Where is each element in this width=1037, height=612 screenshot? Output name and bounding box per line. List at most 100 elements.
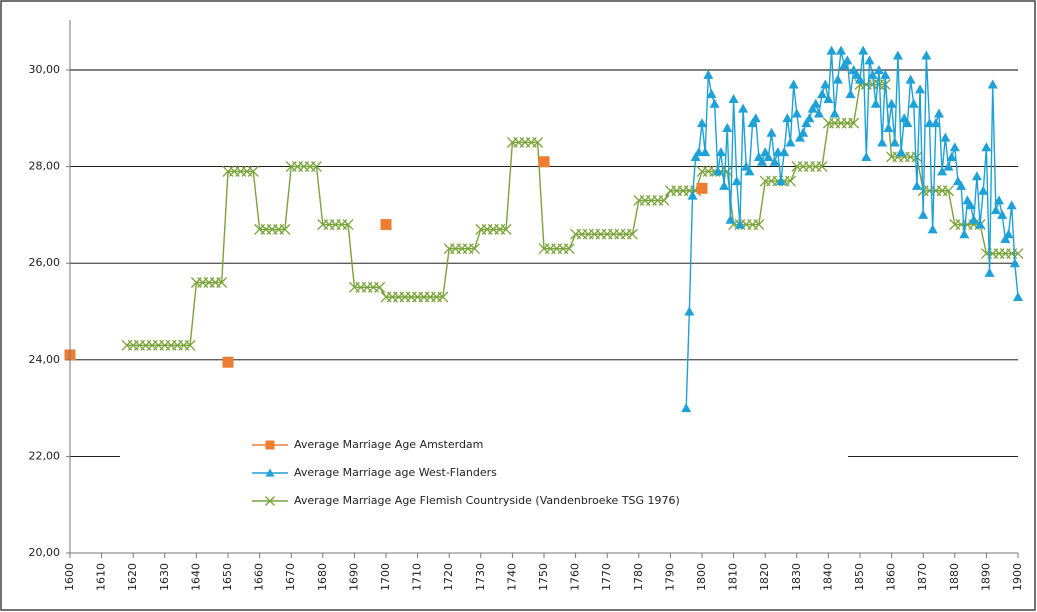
marker-triangle bbox=[867, 69, 878, 79]
marker-triangle bbox=[836, 45, 847, 55]
marker-square bbox=[538, 156, 550, 168]
marker-triangle bbox=[990, 205, 1001, 215]
marker-triangle bbox=[804, 113, 815, 123]
marker-triangle bbox=[684, 306, 695, 316]
marker-triangle bbox=[700, 147, 711, 157]
marker-triangle bbox=[975, 219, 986, 229]
marker-x bbox=[265, 496, 275, 506]
marker-triangle bbox=[889, 137, 900, 147]
y-tick-label: 24,00 bbox=[29, 353, 61, 366]
marker-square bbox=[696, 182, 708, 194]
marker-triangle bbox=[801, 118, 812, 128]
x-tick-label: 1660 bbox=[253, 563, 266, 591]
marker-x bbox=[279, 223, 291, 235]
axes-layer: 20,00 22,00 24,00 26,00 28,00 30,00 1600 1610 16… bbox=[29, 20, 1024, 591]
marker-triangle bbox=[861, 151, 872, 161]
marker-triangle bbox=[738, 103, 749, 113]
x-tick-label: 1610 bbox=[95, 563, 108, 591]
marker-x bbox=[437, 291, 449, 303]
marker-triangle bbox=[968, 214, 979, 224]
marker-x bbox=[342, 219, 354, 231]
marker-triangle bbox=[265, 468, 275, 477]
marker-triangle bbox=[978, 185, 989, 195]
marker-x bbox=[184, 339, 196, 351]
marker-triangle bbox=[915, 84, 926, 94]
x-tick-label: 1690 bbox=[347, 563, 360, 591]
marker-triangle bbox=[715, 147, 726, 157]
marker-x bbox=[721, 165, 733, 177]
y-tick-label: 30,00 bbox=[29, 63, 61, 76]
x-tick-label: 1720 bbox=[442, 563, 455, 591]
legend-label: Average Marriage Age Flemish Countryside… bbox=[294, 494, 680, 507]
marker-triangle bbox=[731, 176, 742, 186]
marker-x bbox=[753, 219, 765, 231]
marker-triangle bbox=[719, 180, 730, 190]
marker-triangle bbox=[927, 224, 938, 234]
marker-triangle bbox=[965, 200, 976, 210]
y-tick-label: 20,00 bbox=[29, 546, 61, 559]
x-tick-label: 1650 bbox=[221, 563, 234, 591]
marker-triangle bbox=[810, 98, 821, 108]
marker-x bbox=[658, 194, 670, 206]
marker-triangle bbox=[949, 142, 960, 152]
marker-triangle bbox=[709, 98, 720, 108]
marker-triangle bbox=[744, 166, 755, 176]
marker-triangle bbox=[934, 108, 944, 118]
marker-triangle bbox=[757, 156, 768, 166]
marker-triangle bbox=[1003, 229, 1014, 239]
marker-triangle bbox=[798, 127, 809, 137]
legend-layer: Average Marriage Age Amsterdam Average Ma… bbox=[120, 430, 848, 530]
x-tick-label: 1680 bbox=[316, 563, 329, 591]
marker-square bbox=[380, 219, 392, 231]
marker-triangle bbox=[779, 147, 790, 157]
x-tick-label: 1630 bbox=[158, 563, 171, 591]
marker-x bbox=[532, 136, 544, 148]
x-tick-label: 1790 bbox=[663, 563, 676, 591]
marker-x bbox=[911, 151, 923, 163]
marker-triangle bbox=[794, 132, 805, 142]
marker-triangle bbox=[959, 229, 970, 239]
marker-x bbox=[785, 175, 796, 187]
marker-triangle bbox=[712, 166, 723, 176]
marker-triangle bbox=[823, 93, 834, 103]
marker-triangle bbox=[858, 45, 869, 55]
marker-triangle bbox=[905, 74, 916, 84]
marker-triangle bbox=[918, 209, 929, 219]
marker-triangle bbox=[785, 137, 796, 147]
marker-triangle bbox=[940, 132, 951, 142]
x-tick-label: 1900 bbox=[1011, 563, 1024, 591]
marker-triangle bbox=[864, 55, 875, 65]
x-tick-label: 1850 bbox=[853, 563, 866, 591]
marker-triangle bbox=[763, 151, 774, 161]
marker-triangle bbox=[807, 103, 818, 113]
marker-triangle bbox=[994, 195, 1005, 205]
marker-triangle bbox=[946, 151, 957, 161]
marker-triangle bbox=[772, 147, 783, 157]
marker-triangle bbox=[687, 190, 698, 200]
x-tick-label: 1780 bbox=[632, 563, 645, 591]
marker-triangle bbox=[1009, 258, 1020, 268]
y-tick-label: 28,00 bbox=[29, 160, 61, 173]
marker-triangle bbox=[690, 151, 701, 161]
marker-triangle bbox=[880, 69, 891, 79]
x-tick-label: 1820 bbox=[758, 563, 771, 591]
x-tick-label: 1740 bbox=[505, 563, 518, 591]
marker-triangle bbox=[997, 209, 1008, 219]
x-tick-label: 1700 bbox=[379, 563, 392, 591]
marker-triangle bbox=[1013, 292, 1023, 302]
marker-x bbox=[247, 165, 259, 177]
marker-triangle bbox=[722, 122, 733, 132]
series-line bbox=[126, 83, 1018, 347]
marker-x bbox=[469, 243, 480, 255]
marker-x bbox=[943, 185, 954, 197]
marker-x bbox=[563, 243, 575, 255]
marker-triangle bbox=[728, 93, 739, 103]
x-tick-label: 1710 bbox=[411, 563, 424, 591]
marker-triangle bbox=[776, 176, 786, 186]
marker-triangle bbox=[1006, 200, 1017, 210]
x-tick-label: 1640 bbox=[189, 563, 202, 591]
marker-triangle bbox=[877, 137, 888, 147]
marker-triangle bbox=[747, 118, 758, 128]
marker-square bbox=[265, 440, 275, 450]
